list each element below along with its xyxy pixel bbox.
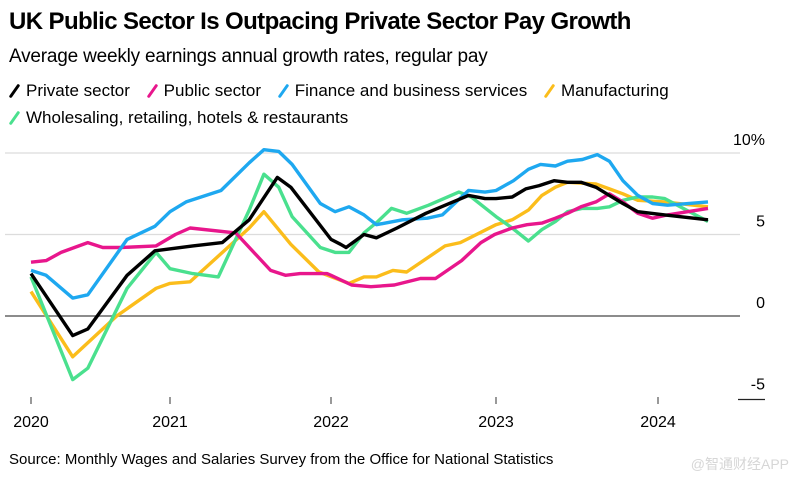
chart-title: UK Public Sector Is Outpacing Private Se… xyxy=(9,8,631,35)
legend-item-wholesaling: Wholesaling, retailing, hotels & restaur… xyxy=(8,106,349,130)
x-tick-label: 2020 xyxy=(13,414,49,431)
x-tick-label: 2024 xyxy=(640,414,676,431)
x-tick-label: 2023 xyxy=(478,414,514,431)
legend-swatch-icon xyxy=(543,83,556,99)
y-tick-label: -5 xyxy=(751,377,765,394)
legend-swatch-icon xyxy=(277,83,290,99)
legend-label: Finance and business services xyxy=(294,81,528,100)
chart-subtitle: Average weekly earnings annual growth ra… xyxy=(9,46,488,67)
legend-item-private-sector: Private sector xyxy=(8,79,130,103)
y-tick-label: 10% xyxy=(733,132,765,149)
legend-label: Private sector xyxy=(26,81,130,100)
legend-item-public-sector: Public sector xyxy=(146,79,261,103)
x-tick-label: 2021 xyxy=(152,414,188,431)
legend-label: Wholesaling, retailing, hotels & restaur… xyxy=(26,108,349,127)
series-line-public-sector xyxy=(30,192,709,289)
legend-swatch-icon xyxy=(8,83,21,99)
x-axis: 2020 2021 2022 2023 2024 xyxy=(13,397,676,431)
legend-label: Manufacturing xyxy=(560,81,669,100)
y-tick-label: 5 xyxy=(756,214,765,231)
legend-label: Public sector xyxy=(163,81,261,100)
line-chart: 10% 5 0 -5 2020 2021 2022 2023 2024 xyxy=(5,132,765,431)
series-line-private-sector xyxy=(29,175,709,338)
y-axis: 10% 5 0 -5 xyxy=(733,132,765,394)
y-tick-label: 0 xyxy=(756,295,765,312)
legend: Private sector Public sector Finance and… xyxy=(8,79,769,133)
gridlines xyxy=(5,152,765,401)
x-tick-label: 2022 xyxy=(313,414,349,431)
legend-item-finance: Finance and business services xyxy=(277,79,528,103)
source-note: Source: Monthly Wages and Salaries Surve… xyxy=(9,451,554,468)
legend-item-manufacturing: Manufacturing xyxy=(543,79,669,103)
series-line-finance-and-business-services xyxy=(30,148,709,300)
series-line-manufacturing xyxy=(29,180,709,359)
watermark: @智通财经APP xyxy=(690,456,789,472)
legend-swatch-icon xyxy=(146,83,158,99)
series-lines xyxy=(29,148,709,382)
series-line-wholesaling-retailing-hotels-restaurants xyxy=(29,172,709,382)
